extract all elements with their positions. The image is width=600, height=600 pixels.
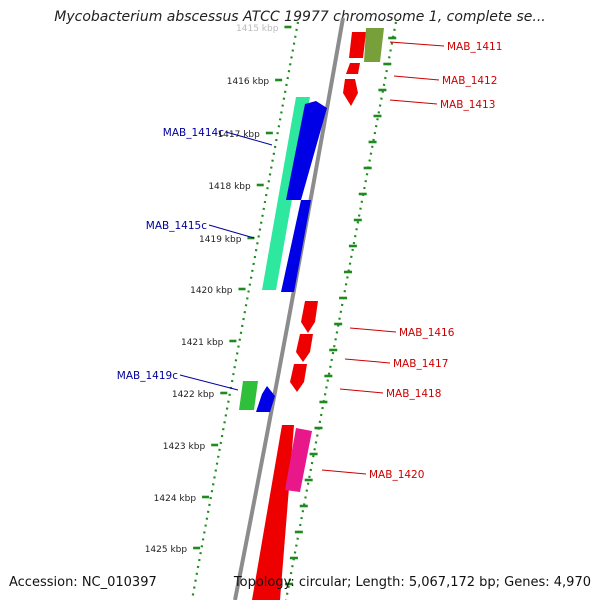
forward-gene-label[interactable]: MAB_1420	[369, 469, 424, 481]
forward-leader-line	[339, 388, 384, 394]
forward-gene-label[interactable]: MAB_1418	[386, 388, 441, 400]
summary-text: Topology: circular; Length: 5,067,172 bp…	[233, 575, 591, 590]
feature-mab-1418[interactable]	[290, 364, 307, 392]
feature-mab-1412[interactable]	[346, 63, 360, 74]
forward-leader-line	[393, 75, 440, 81]
scale-label: 1417 kbp	[217, 130, 260, 140]
map-title: Mycobacterium abscessus ATCC 19977 chrom…	[54, 9, 546, 25]
feature-mab-1419c-gene[interactable]	[239, 381, 258, 410]
forward-gene-label[interactable]: MAB_1416	[399, 327, 455, 339]
forward-leader-line	[321, 469, 367, 475]
feature-mab-1420[interactable]	[285, 428, 312, 492]
scale-label: 1416 kbp	[227, 77, 270, 87]
scale-label: 1415 kbp	[236, 24, 279, 34]
scale-label: 1420 kbp	[190, 286, 233, 296]
scale-label: 1422 kbp	[172, 390, 215, 400]
scale-label: 1424 kbp	[154, 494, 197, 504]
scale-label: 1423 kbp	[163, 442, 206, 452]
forward-gene-label[interactable]: MAB_1412	[442, 75, 497, 87]
feature-mab-1411-gene[interactable]	[364, 28, 384, 62]
accession-text: Accession: NC_010397	[9, 575, 157, 590]
reverse-leader-line	[179, 374, 239, 391]
forward-leader-line	[349, 327, 397, 333]
outer-tick-track	[284, 21, 398, 600]
scale-label: 1425 kbp	[145, 545, 188, 555]
reverse-gene-label[interactable]: MAB_1415c	[146, 220, 207, 232]
forward-gene-label[interactable]: MAB_1413	[440, 99, 495, 111]
feature-mab-1420-cds[interactable]	[252, 425, 294, 600]
reverse-gene-label[interactable]: MAB_1419c	[117, 370, 178, 382]
feature-mab-1411[interactable]	[349, 32, 366, 58]
forward-leader-line	[389, 41, 445, 47]
feature-mab-1419c[interactable]	[256, 386, 275, 412]
forward-gene-label[interactable]: MAB_1411	[447, 41, 502, 53]
scale-label: 1421 kbp	[181, 338, 224, 348]
scale-label: 1419 kbp	[199, 235, 242, 245]
forward-leader-line	[344, 358, 391, 364]
backbone-line[interactable]	[233, 17, 345, 600]
feature-mab-1417[interactable]	[296, 334, 313, 362]
feature-mab-1415c[interactable]	[281, 200, 311, 292]
reverse-gene-label[interactable]: MAB_1414c	[163, 127, 224, 139]
feature-mab-1413[interactable]	[343, 79, 358, 106]
forward-leader-line	[389, 99, 438, 105]
reverse-leader-line	[208, 224, 255, 239]
reverse-leader-line	[225, 131, 273, 146]
feature-mab-1416[interactable]	[301, 301, 318, 333]
scale-label: 1418 kbp	[208, 182, 251, 192]
forward-gene-label[interactable]: MAB_1417	[393, 358, 448, 370]
feature-mab-1414c[interactable]	[286, 101, 327, 200]
